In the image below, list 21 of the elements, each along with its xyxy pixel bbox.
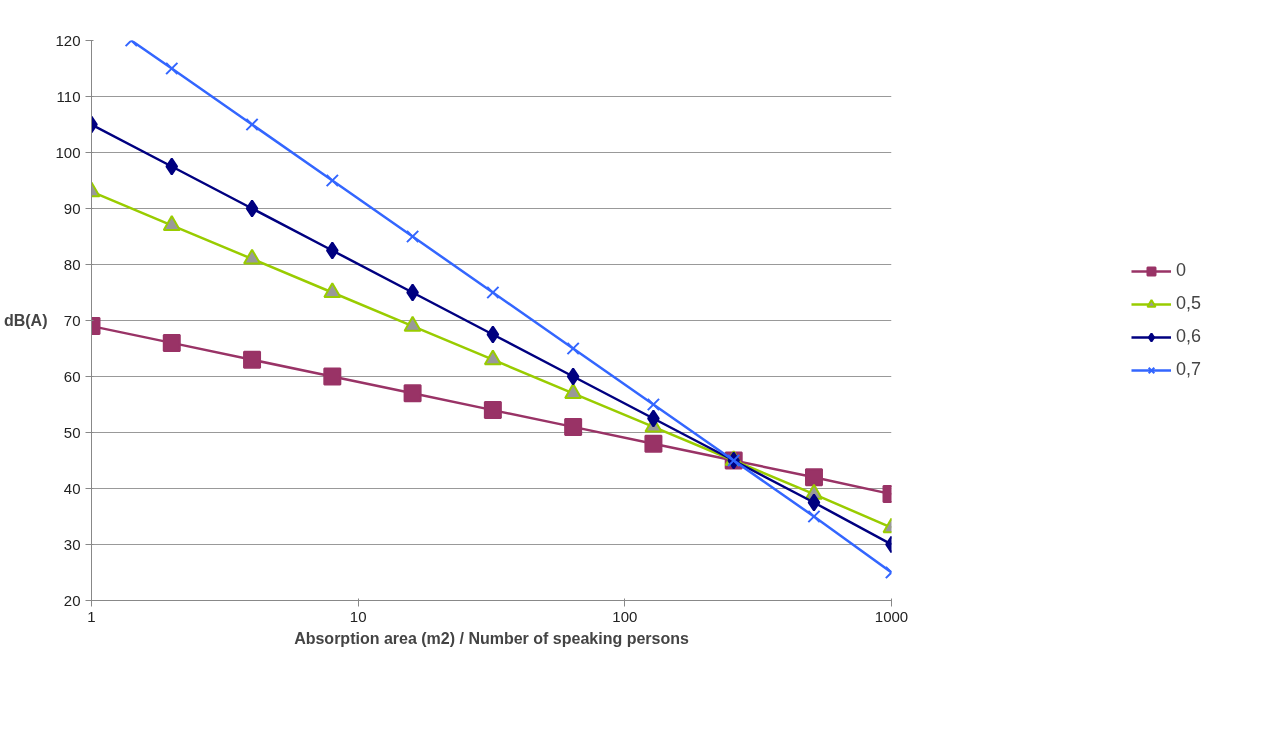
legend-label: 0 — [1175, 260, 1187, 281]
y-tick-label: 60 — [63, 367, 81, 385]
x-tick-label: 1 — [87, 607, 96, 625]
y-tick-label: 30 — [63, 535, 81, 553]
y-tick-label: 100 — [55, 143, 81, 161]
x-tick-label: 10 — [349, 607, 367, 625]
legend-label: 0,7 — [1175, 359, 1202, 380]
y-axis-title: dB(A) — [3, 312, 48, 329]
y-tick-label: 110 — [56, 87, 81, 105]
y-tick-label: 50 — [63, 423, 81, 441]
y-tick-label: 80 — [63, 255, 81, 273]
y-tick-label: 90 — [63, 199, 81, 217]
x-tick-label: 1000 — [874, 607, 909, 625]
x-axis-title: Absorption area (m2) / Number of speaking persons — [294, 629, 689, 647]
y-tick-label: 40 — [63, 479, 81, 497]
x-tick-label: 100 — [612, 607, 638, 625]
y-tick-label: 70 — [63, 311, 81, 329]
y-tick-label: 120 — [55, 31, 81, 49]
legend-label: 0,6 — [1175, 326, 1202, 347]
legend-label: 0,5 — [1175, 293, 1202, 314]
y-tick-label: 20 — [63, 591, 81, 609]
